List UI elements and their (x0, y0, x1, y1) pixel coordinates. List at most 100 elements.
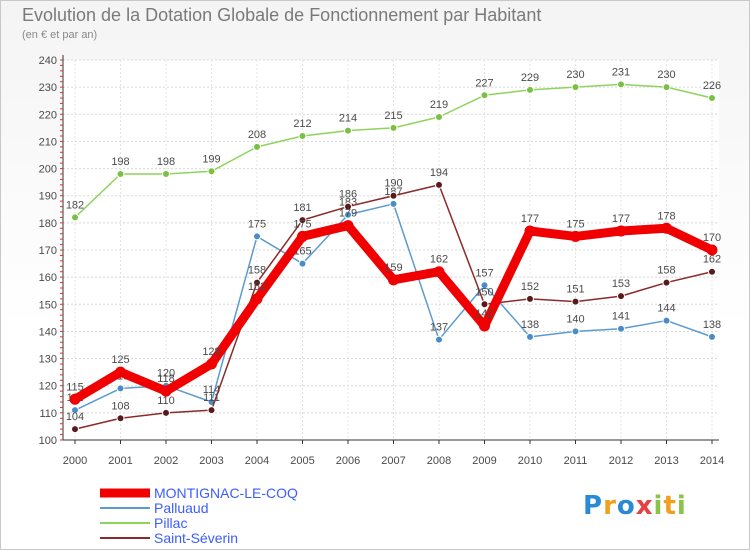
data-point (344, 202, 352, 211)
data-label: 182 (66, 199, 84, 211)
data-label: 128 (202, 346, 220, 358)
data-label: 150 (475, 286, 493, 298)
data-point (662, 316, 671, 325)
data-label: 153 (612, 278, 630, 290)
data-label: 230 (566, 69, 584, 81)
data-label: 212 (293, 118, 311, 130)
data-point (617, 324, 625, 333)
x-tick-label: 2000 (63, 455, 87, 467)
x-tick-label: 2008 (427, 455, 451, 467)
data-point (526, 85, 534, 94)
data-point (298, 259, 307, 268)
data-label: 144 (657, 303, 675, 315)
data-point (480, 281, 489, 290)
data-label: 108 (111, 400, 129, 412)
data-point (253, 232, 261, 241)
data-point (571, 83, 580, 92)
data-label: 208 (248, 129, 266, 141)
legend-label: Palluaud (154, 500, 209, 516)
data-point (389, 123, 398, 132)
data-point (617, 292, 625, 301)
data-point (524, 225, 536, 237)
data-point (526, 294, 534, 303)
data-label: 137 (430, 322, 448, 334)
data-point (251, 293, 263, 305)
data-point (435, 335, 443, 344)
data-label: 175 (248, 218, 266, 230)
data-point (708, 267, 716, 276)
data-label: 231 (612, 66, 630, 78)
data-label: 181 (293, 202, 311, 214)
data-point (116, 384, 125, 393)
data-point (480, 300, 489, 309)
data-label: 138 (521, 319, 539, 331)
x-tick-label: 2011 (564, 455, 588, 467)
data-point (297, 230, 308, 242)
data-label: 115 (66, 381, 84, 393)
data-label: 219 (430, 99, 448, 111)
y-tick-label: 230 (39, 82, 57, 94)
data-point (615, 225, 627, 237)
y-tick-label: 130 (39, 354, 57, 366)
data-label: 186 (339, 189, 357, 201)
data-label: 114 (203, 384, 221, 396)
data-point (480, 91, 489, 100)
data-point (570, 230, 581, 242)
data-label: 190 (384, 178, 402, 190)
data-label: 158 (248, 265, 266, 277)
y-tick-label: 150 (39, 299, 57, 311)
data-point (617, 80, 625, 89)
y-tick-label: 180 (39, 218, 57, 230)
data-point (708, 332, 716, 341)
legend-label: Pillac (154, 515, 187, 531)
logo-letter: r (603, 491, 617, 521)
data-label: 140 (566, 313, 584, 325)
data-point (71, 425, 79, 434)
data-point (388, 274, 399, 286)
data-point (389, 199, 398, 208)
data-label: 118 (157, 373, 175, 385)
data-label: 165 (293, 246, 311, 258)
logo-letter: t (663, 491, 677, 521)
y-tick-label: 190 (39, 191, 57, 203)
x-tick-label: 2006 (336, 455, 360, 467)
data-point (162, 170, 170, 178)
data-label: 175 (293, 218, 311, 230)
data-label: 162 (430, 254, 448, 266)
data-label: 120 (157, 368, 175, 380)
data-point (253, 142, 261, 151)
proxiti-logo: Proxiti (583, 491, 687, 521)
data-label: 214 (339, 113, 357, 125)
data-point (662, 83, 671, 92)
series-pillac: 182 198 198 199 208 212 214 215 219 227 229 230 231 2… (66, 66, 721, 222)
data-label: 152 (248, 281, 266, 293)
x-tick-label: 2004 (245, 455, 269, 467)
data-point (344, 126, 352, 135)
x-tick-label: 2002 (154, 455, 178, 467)
data-label: 199 (202, 153, 220, 165)
logo-letter: i (653, 491, 664, 521)
x-tick-label: 2012 (609, 455, 633, 467)
data-point (207, 167, 216, 176)
legend-label: MONTIGNAC-LE-COQ (154, 485, 298, 501)
data-point (433, 266, 445, 278)
data-point (389, 191, 398, 200)
data-label: 157 (475, 267, 493, 279)
data-point (69, 393, 81, 405)
data-label: 125 (111, 354, 129, 366)
data-label: 230 (657, 69, 675, 81)
data-point (708, 94, 716, 102)
data-label: 138 (703, 319, 721, 331)
data-point (115, 366, 126, 378)
data-label: 170 (703, 232, 721, 244)
data-label: 226 (703, 80, 721, 92)
data-label: 104 (66, 411, 84, 423)
y-tick-label: 240 (39, 55, 57, 67)
data-point (116, 414, 125, 423)
data-label: 151 (566, 284, 584, 296)
y-tick-label: 100 (39, 435, 57, 447)
data-point (571, 297, 580, 306)
logo-letter: P (583, 491, 604, 521)
x-tick-label: 2014 (700, 455, 724, 467)
